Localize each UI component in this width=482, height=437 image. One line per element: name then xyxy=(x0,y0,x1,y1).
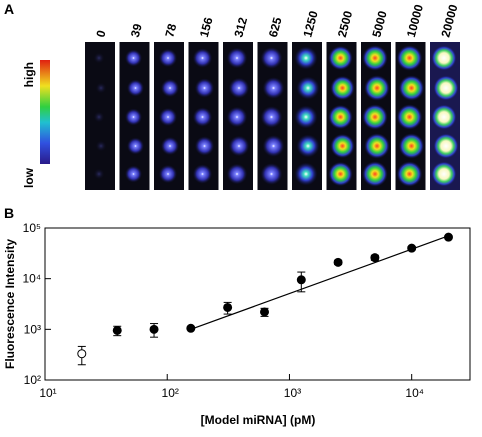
data-point xyxy=(112,325,122,335)
well-spot xyxy=(192,107,213,127)
plot-frame xyxy=(44,227,471,381)
well-spot xyxy=(364,133,390,159)
well-spot xyxy=(194,78,215,98)
column-label: 5000 xyxy=(369,9,390,39)
well-spot xyxy=(124,165,143,183)
column-label: 0 xyxy=(93,28,108,38)
well-spot xyxy=(431,104,457,130)
y-tick-label: 10⁵ xyxy=(23,221,41,235)
well-spot xyxy=(93,111,105,123)
well-spot xyxy=(396,161,423,187)
x-tick-label: 10³ xyxy=(284,386,301,400)
well-spot xyxy=(433,75,459,101)
well-spot xyxy=(330,75,355,101)
well-spot xyxy=(362,161,388,187)
well-spot xyxy=(260,47,283,69)
data-point xyxy=(186,323,196,333)
fit-line xyxy=(190,235,449,330)
data-point xyxy=(77,349,87,359)
x-tick-label: 10² xyxy=(162,386,179,400)
well-images xyxy=(85,42,460,190)
well-spot xyxy=(228,135,250,157)
well-spot xyxy=(260,106,283,128)
well-spot xyxy=(160,136,180,156)
data-point xyxy=(370,253,380,263)
column-label: 2500 xyxy=(335,9,356,39)
scale-high: high xyxy=(22,62,36,87)
well-spot xyxy=(396,104,423,130)
column-label: 10000 xyxy=(404,3,426,39)
well-spot xyxy=(431,45,457,71)
x-tick-label: 10⁴ xyxy=(405,386,424,400)
column-label: 78 xyxy=(162,22,179,39)
well-spot xyxy=(328,104,353,130)
well-spot xyxy=(192,48,213,68)
well-spot xyxy=(126,79,145,97)
panel-label: B xyxy=(4,205,14,221)
data-point xyxy=(296,275,306,285)
well-spot xyxy=(192,164,213,184)
well-spot xyxy=(124,49,143,67)
well-spot xyxy=(330,133,355,159)
well-spot xyxy=(364,75,390,101)
data-point xyxy=(149,324,159,334)
well-spot xyxy=(294,162,318,186)
well-spot xyxy=(124,108,143,126)
well-spot xyxy=(158,164,178,184)
data-point xyxy=(407,243,417,253)
column-label: 156 xyxy=(197,15,216,38)
well-spot xyxy=(328,45,353,71)
color-scale xyxy=(40,60,50,164)
well-spot xyxy=(95,82,107,94)
well-spot xyxy=(93,168,105,180)
well-spot xyxy=(296,134,320,158)
well-spot xyxy=(296,76,320,100)
well-spot xyxy=(93,52,105,64)
well-spot xyxy=(433,133,459,159)
well-spot xyxy=(398,133,425,159)
well-spot xyxy=(95,140,107,152)
well-spot xyxy=(226,47,248,69)
well-spot xyxy=(260,163,283,185)
well-spot xyxy=(398,75,425,101)
well-spot xyxy=(431,161,457,187)
well-spot xyxy=(294,105,318,129)
well-spot xyxy=(158,107,178,127)
data-point xyxy=(443,232,453,242)
well-spot xyxy=(194,136,215,156)
well-spot xyxy=(262,77,285,99)
column-label: 20000 xyxy=(438,3,460,39)
well-spot xyxy=(226,106,248,128)
well-spot xyxy=(158,48,178,68)
column-label: 39 xyxy=(128,22,145,39)
column-label: 1250 xyxy=(300,9,321,39)
y-tick-label: 10³ xyxy=(24,322,41,336)
scale-low: low xyxy=(22,167,36,188)
well-spot xyxy=(160,78,180,98)
data-point xyxy=(223,302,233,312)
well-spot xyxy=(396,45,423,71)
well-spot xyxy=(362,104,388,130)
y-tick-label: 10⁴ xyxy=(22,272,41,286)
x-axis-label: [Model miRNA] (pM) xyxy=(201,413,316,427)
well-spot xyxy=(362,45,388,71)
column-label: 312 xyxy=(231,15,250,38)
y-tick-label: 10² xyxy=(24,373,41,387)
x-tick-label: 10¹ xyxy=(39,386,56,400)
data-point xyxy=(333,257,343,267)
well-spot xyxy=(294,46,318,70)
well-spot xyxy=(228,77,250,99)
y-axis-label: Fluorescence Intensity xyxy=(3,239,17,369)
data-point xyxy=(260,307,270,317)
column-label: 625 xyxy=(266,15,285,38)
well-spot xyxy=(126,137,145,155)
well-spot xyxy=(226,163,248,185)
well-spot xyxy=(262,135,285,157)
panel-label: A xyxy=(4,1,14,17)
well-spot xyxy=(328,161,353,187)
